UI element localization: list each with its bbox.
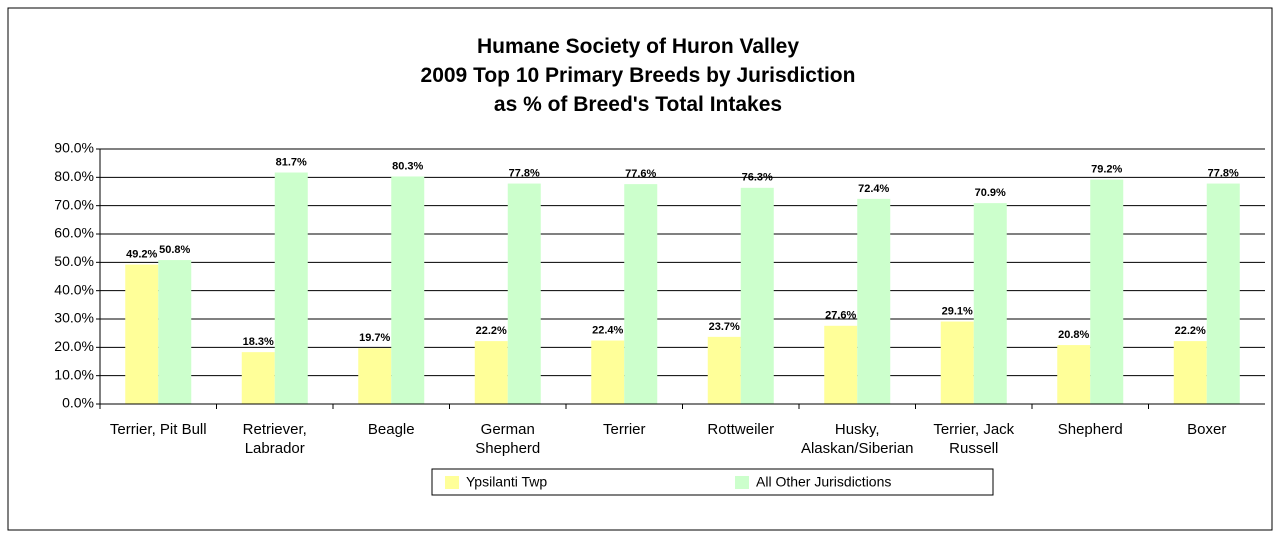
legend-swatch bbox=[735, 476, 749, 489]
x-tick-label: Terrier bbox=[602, 421, 646, 438]
value-label: 22.4% bbox=[592, 324, 623, 336]
x-tick-label: Boxer bbox=[1187, 421, 1227, 438]
value-label: 79.2% bbox=[1091, 164, 1122, 176]
bar bbox=[391, 176, 425, 404]
value-label: 80.3% bbox=[392, 160, 423, 172]
legend-label: All Other Jurisdictions bbox=[756, 474, 891, 490]
bar bbox=[1173, 341, 1207, 404]
legend-box bbox=[431, 468, 994, 496]
value-label: 77.8% bbox=[509, 167, 540, 179]
y-tick-label: 10.0% bbox=[54, 366, 94, 382]
value-label: 72.4% bbox=[858, 183, 889, 195]
value-label: 20.8% bbox=[1058, 329, 1089, 341]
x-tick-label: Terrier, Pit Bull bbox=[109, 421, 207, 438]
value-label: 22.2% bbox=[476, 325, 507, 337]
bar bbox=[1090, 179, 1124, 404]
bar bbox=[973, 203, 1007, 404]
value-label: 23.7% bbox=[709, 321, 740, 333]
y-tick-label: 30.0% bbox=[54, 310, 94, 326]
x-tick-label: Husky, Alaskan/Siberian bbox=[800, 421, 914, 457]
legend-label: Ypsilanti Twp bbox=[466, 474, 547, 490]
chart-border bbox=[7, 7, 1273, 531]
bar bbox=[158, 260, 192, 404]
value-label: 19.7% bbox=[359, 332, 390, 344]
x-tick-label: Beagle bbox=[367, 421, 415, 438]
bar bbox=[358, 348, 392, 404]
value-label: 77.6% bbox=[625, 168, 656, 180]
bar bbox=[1206, 183, 1240, 404]
bar bbox=[507, 183, 541, 404]
legend-swatch bbox=[445, 476, 459, 489]
bar bbox=[274, 172, 308, 404]
x-tick-label: Retriever, Labrador bbox=[242, 421, 307, 457]
chart-title: Humane Society of Huron Valley 2009 Top … bbox=[420, 35, 856, 116]
value-label: 81.7% bbox=[276, 156, 307, 168]
value-label: 70.9% bbox=[975, 187, 1006, 199]
bar bbox=[740, 187, 774, 404]
y-tick-label: 0.0% bbox=[62, 395, 94, 411]
value-label: 29.1% bbox=[942, 305, 973, 317]
x-tick-label: German Shepherd bbox=[475, 421, 541, 457]
value-label: 49.2% bbox=[126, 249, 157, 261]
x-tick-label: Rottweiler bbox=[707, 421, 775, 438]
y-tick-label: 70.0% bbox=[54, 196, 94, 212]
bar bbox=[940, 321, 974, 404]
value-label: 27.6% bbox=[825, 310, 856, 322]
bar bbox=[857, 198, 891, 404]
bar bbox=[591, 340, 625, 404]
x-tick-label: Shepherd bbox=[1057, 421, 1123, 438]
bar bbox=[241, 352, 275, 404]
bar bbox=[707, 336, 741, 404]
value-label: 76.3% bbox=[742, 172, 773, 184]
y-tick-label: 60.0% bbox=[54, 225, 94, 241]
y-tick-label: 40.0% bbox=[54, 281, 94, 297]
value-label: 22.2% bbox=[1175, 325, 1206, 337]
y-tick-label: 50.0% bbox=[54, 253, 94, 269]
bar bbox=[824, 325, 858, 404]
y-tick-label: 80.0% bbox=[54, 168, 94, 184]
bar bbox=[1057, 345, 1091, 404]
bar bbox=[125, 264, 159, 404]
value-label: 77.8% bbox=[1208, 167, 1239, 179]
value-label: 18.3% bbox=[243, 336, 274, 348]
bar bbox=[624, 184, 658, 404]
value-label: 50.8% bbox=[159, 244, 190, 256]
y-tick-label: 20.0% bbox=[54, 338, 94, 354]
bar bbox=[474, 341, 508, 404]
y-tick-label: 90.0% bbox=[54, 140, 94, 156]
x-tick-label: Terrier, Jack Russell bbox=[933, 421, 1015, 457]
